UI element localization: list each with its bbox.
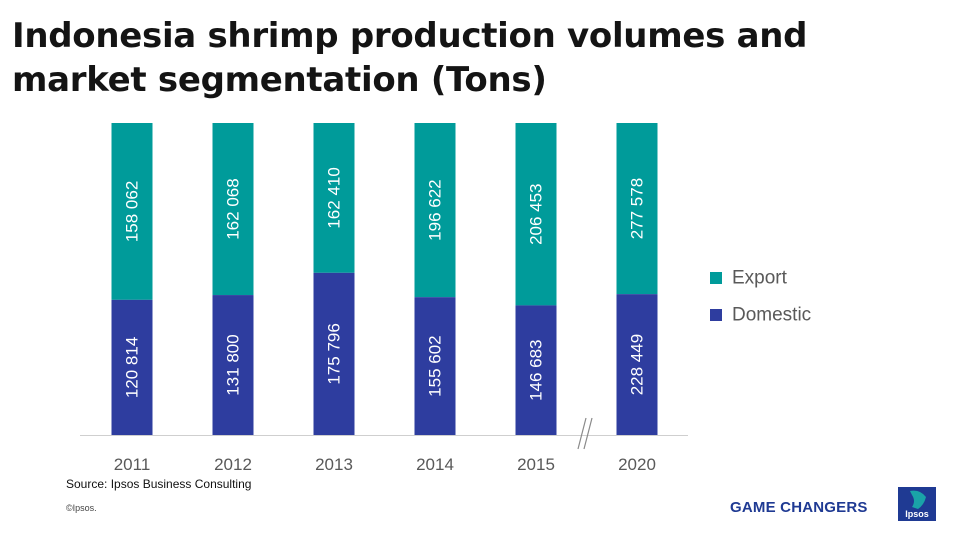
export-value-label-2012: 162 068: [224, 178, 243, 239]
domestic-value-label-2011: 120 814: [123, 337, 142, 398]
domestic-value-label-2014: 155 602: [426, 335, 445, 396]
ipsos-logo: Ipsos: [898, 487, 936, 521]
game-changers-tagline: GAME CHANGERS: [730, 499, 868, 516]
x-tick-label-2015: 2015: [517, 455, 555, 474]
x-tick-label-2014: 2014: [416, 455, 454, 474]
export-bar-2013: [313, 123, 355, 273]
axis-break-mark: [577, 417, 587, 450]
copyright-note: ©Ipsos.: [66, 503, 97, 513]
x-tick-label-2020: 2020: [618, 455, 656, 474]
domestic-bar-2014: [414, 297, 456, 435]
export-bar-2014: [414, 123, 456, 298]
legend-swatch-domestic: [710, 309, 722, 321]
domestic-value-label-2020: 228 449: [628, 334, 647, 395]
x-tick-label-2013: 2013: [315, 455, 353, 474]
export-value-label-2011: 158 062: [123, 181, 142, 242]
export-value-label-2015: 206 453: [527, 183, 546, 244]
axis-break-mark: [583, 417, 593, 450]
export-bar-2012: [212, 123, 254, 296]
legend-swatch-export: [710, 272, 722, 284]
export-bar-2015: [515, 123, 557, 306]
source-note: Source: Ipsos Business Consulting: [66, 477, 252, 491]
export-bar-2011: [111, 123, 153, 300]
export-value-label-2014: 196 622: [426, 179, 445, 240]
export-bar-2020: [616, 123, 658, 295]
export-value-label-2013: 162 410: [325, 167, 344, 228]
domestic-value-label-2012: 131 800: [224, 334, 243, 395]
legend-label-export: Export: [732, 268, 788, 289]
ipsos-logo-text: Ipsos: [905, 509, 929, 519]
export-value-label-2020: 277 578: [628, 178, 647, 239]
legend-label-domestic: Domestic: [732, 305, 811, 326]
domestic-value-label-2013: 175 796: [325, 323, 344, 384]
domestic-bar-2013: [313, 272, 355, 435]
domestic-bar-2012: [212, 295, 254, 435]
domestic-bar-2015: [515, 305, 557, 435]
domestic-bar-2011: [111, 299, 153, 435]
x-tick-label-2011: 2011: [114, 455, 151, 474]
x-tick-label-2012: 2012: [214, 455, 252, 474]
domestic-value-label-2015: 146 683: [527, 339, 546, 400]
chart-title: Indonesia shrimp production volumes and …: [12, 16, 808, 100]
domestic-bar-2020: [616, 294, 658, 435]
